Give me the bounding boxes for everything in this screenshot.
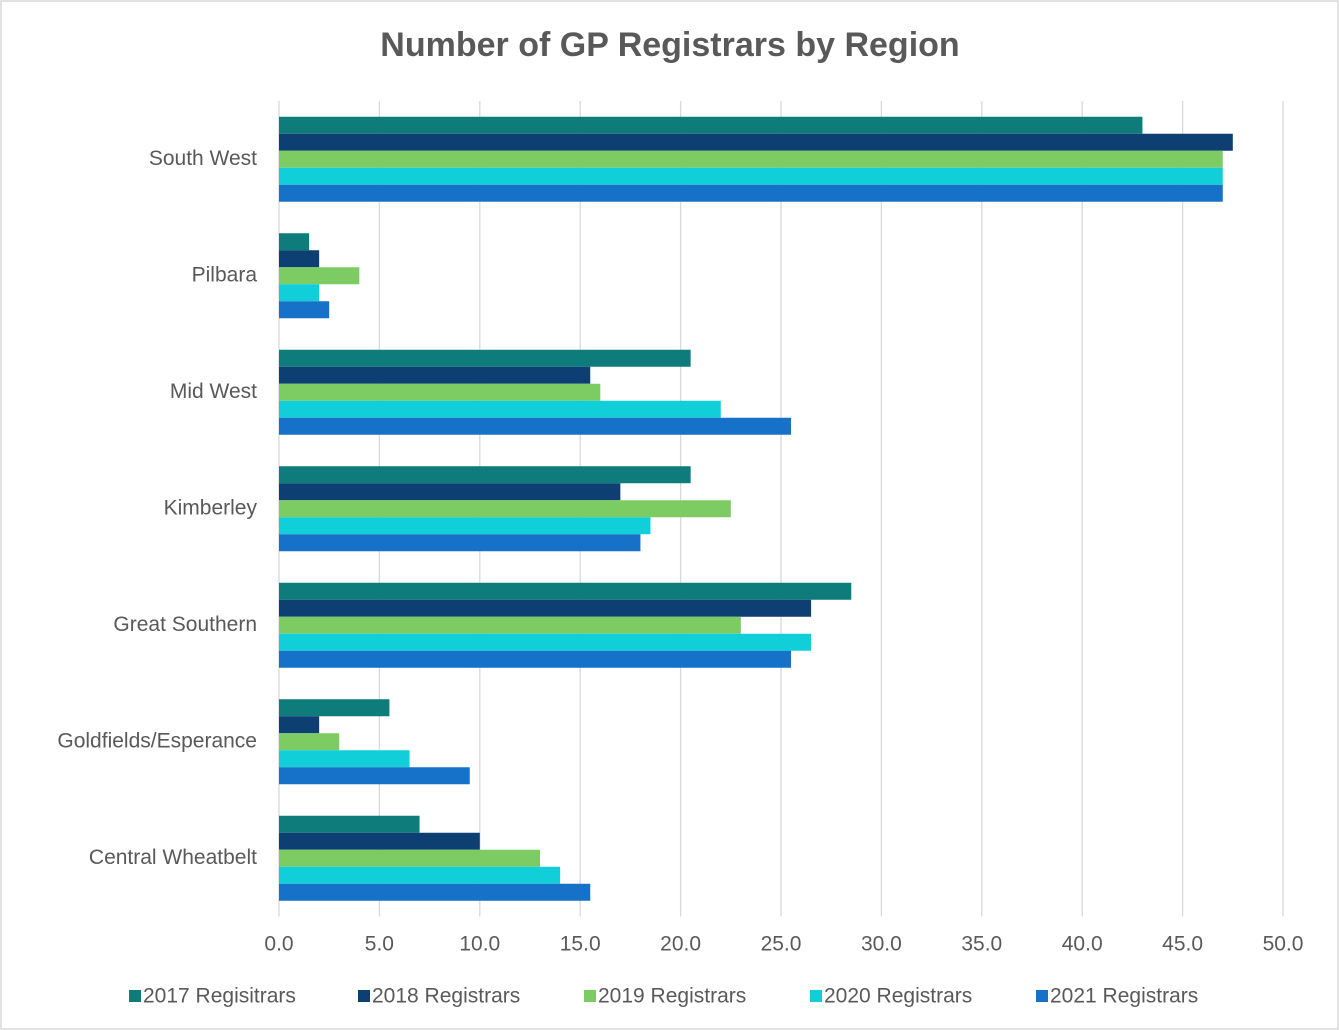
x-tick-label: 10.0 [459,933,500,956]
bar [279,349,691,367]
bar [279,599,812,617]
x-tick-label: 50.0 [1263,933,1304,956]
y-tick-label: Pilbara [192,263,258,286]
bar [279,383,601,401]
bar [279,466,691,484]
bar [279,733,340,751]
bar [279,750,410,768]
legend-label: 2019 Registrars [598,985,746,1008]
legend-label: 2017 Regisitrars [143,985,296,1008]
bar [279,184,1223,202]
bar [279,650,792,668]
bar [279,849,541,867]
bar [279,832,480,850]
legend-swatch [810,990,822,1002]
y-tick-label: Kimberley [164,496,258,519]
bar [279,500,731,518]
bar [279,250,320,268]
x-tick-label: 0.0 [264,933,293,956]
bar [279,284,320,302]
bar [279,167,1223,185]
bar [279,716,320,734]
x-tick-label: 30.0 [861,933,902,956]
legend-swatch [129,990,141,1002]
x-tick-label: 35.0 [961,933,1002,956]
bar [279,233,310,251]
x-tick-label: 45.0 [1162,933,1203,956]
bar [279,400,721,418]
bar [279,366,591,384]
bar [279,616,741,634]
legend-swatch [358,990,370,1002]
y-tick-label: Central Wheatbelt [89,846,257,869]
x-tick-label: 25.0 [761,933,802,956]
x-tick-label: 5.0 [365,933,394,956]
bar [279,517,651,535]
x-tick-label: 20.0 [660,933,701,956]
bar [279,767,470,785]
bar [279,633,812,651]
legend-label: 2020 Registrars [824,985,972,1008]
x-tick-label: 15.0 [560,933,601,956]
bar [279,150,1223,168]
bar [279,133,1233,151]
bar [279,116,1143,134]
bar [279,866,561,884]
bar [279,534,641,552]
bar [279,483,621,501]
legend-label: 2018 Registrars [372,985,520,1008]
bar [279,699,390,717]
y-tick-label: Mid West [170,380,257,403]
legend-label: 2021 Registrars [1050,985,1198,1008]
bar [279,815,420,833]
bar [279,417,792,435]
bar [279,582,852,600]
y-tick-label: Goldfields/Esperance [57,729,257,752]
legend-swatch [1036,990,1048,1002]
bar [279,883,591,901]
bar [279,301,330,319]
bar [279,267,360,285]
chart-title: Number of GP Registrars by Region [380,26,959,64]
legend-swatch [584,990,596,1002]
x-tick-label: 40.0 [1062,933,1103,956]
y-tick-label: Great Southern [113,613,257,636]
y-tick-label: South West [149,147,257,170]
